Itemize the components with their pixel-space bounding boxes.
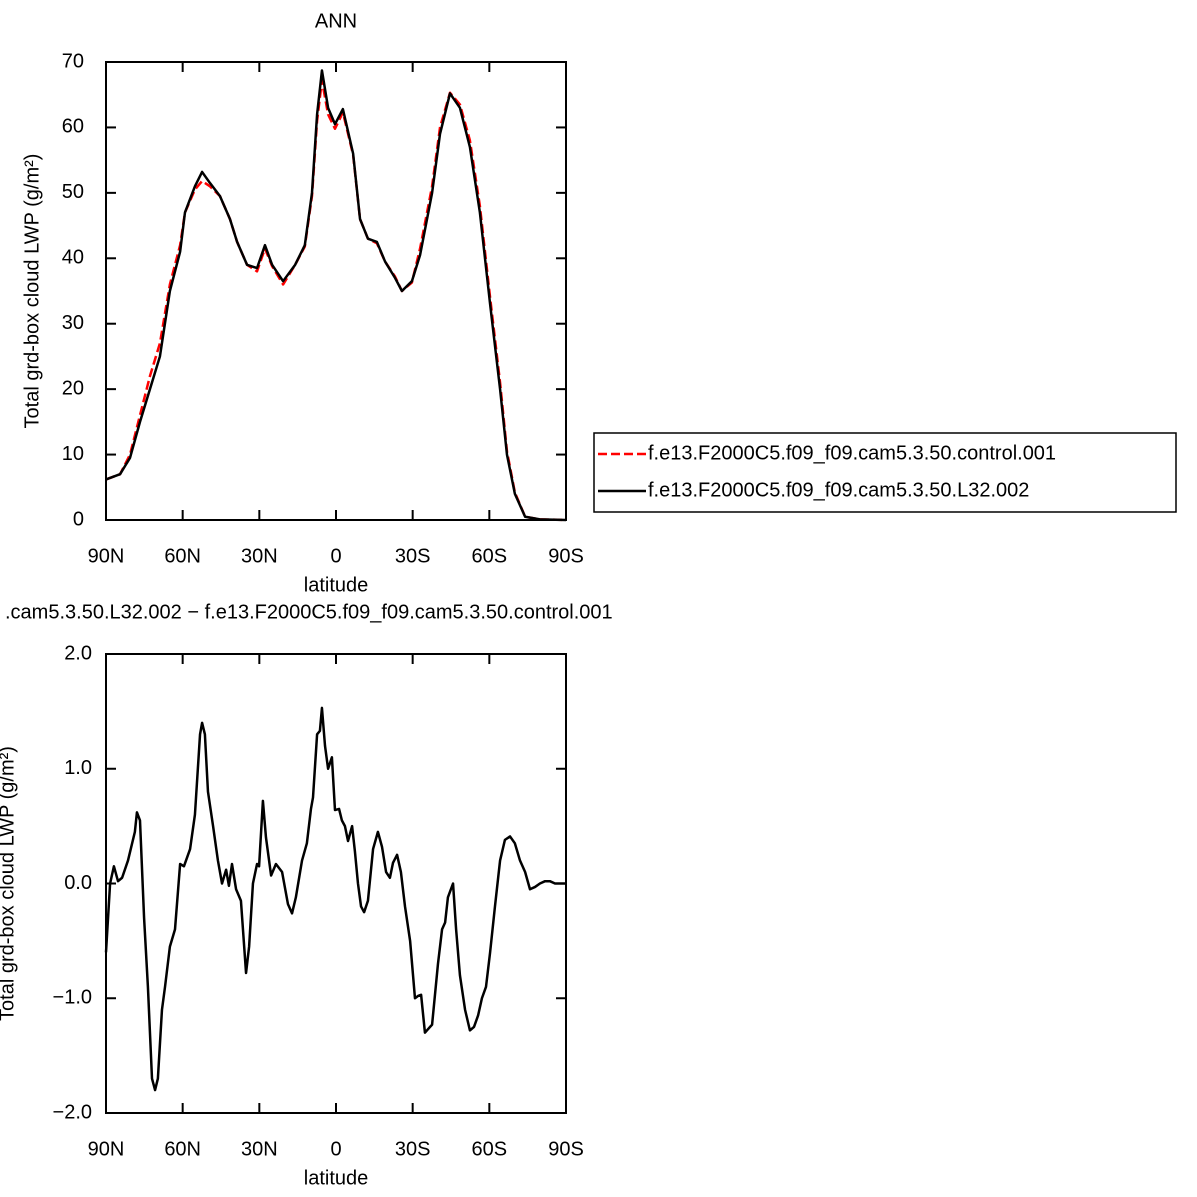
y-tick-label: 0.0 [64, 872, 92, 894]
x-tick-label: 0 [330, 1138, 341, 1160]
x-tick-label: 90N [88, 1138, 125, 1160]
y-axis-label: Total grd-box cloud LWP (g/m²) [0, 746, 18, 1021]
plot-frame [105, 61, 567, 521]
x-tick-label: 30S [395, 1138, 431, 1160]
x-tick-label: 90S [548, 1138, 584, 1160]
legend-label: f.e13.F2000C5.f09_f09.cam5.3.50.control.… [648, 442, 1056, 464]
x-tick-label: 0 [330, 545, 341, 567]
y-tick-label: −1.0 [53, 987, 92, 1009]
y-tick-label: 20 [62, 377, 84, 399]
y-tick-label: −2.0 [53, 1101, 92, 1123]
legend-label: f.e13.F2000C5.f09_f09.cam5.3.50.L32.002 [648, 479, 1029, 501]
x-axis-label: latitude [304, 1167, 369, 1189]
y-tick-label: 2.0 [64, 642, 92, 664]
y-tick-label: 10 [62, 443, 84, 465]
y-tick-label: 60 [62, 116, 84, 138]
x-tick-label: 30S [395, 545, 431, 567]
y-axis-label: Total grd-box cloud LWP (g/m²) [21, 154, 43, 429]
data-line [105, 69, 567, 522]
plot-frame [105, 653, 567, 1114]
y-tick-label: 1.0 [64, 757, 92, 779]
y-tick-label: 70 [62, 50, 84, 72]
x-tick-label: 60S [472, 1138, 508, 1160]
chart-title: .cam5.3.50.L32.002 − f.e13.F2000C5.f09_f… [5, 601, 613, 623]
x-tick-label: 90S [548, 545, 584, 567]
x-tick-label: 90N [88, 545, 125, 567]
y-tick-label: 30 [62, 312, 84, 334]
x-tick-label: 60N [164, 545, 201, 567]
legend-box [593, 432, 1177, 513]
x-tick-label: 60N [164, 1138, 201, 1160]
data-line [105, 79, 567, 522]
y-tick-label: 40 [62, 247, 84, 269]
chart-title: ANN [315, 10, 357, 32]
x-tick-label: 30N [241, 1138, 278, 1160]
data-line [104, 706, 566, 1092]
x-tick-label: 30N [241, 545, 278, 567]
y-tick-label: 50 [62, 181, 84, 203]
x-axis-label: latitude [304, 574, 369, 596]
y-tick-label: 0 [73, 508, 84, 530]
x-tick-label: 60S [472, 545, 508, 567]
